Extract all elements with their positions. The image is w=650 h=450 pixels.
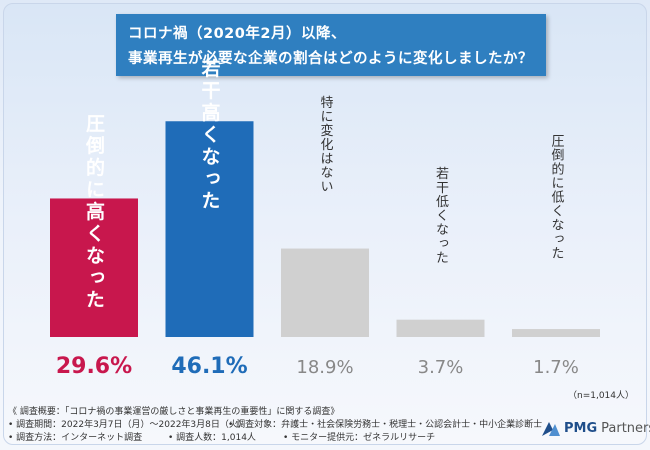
- logo-brand: PMG: [564, 420, 598, 436]
- bar-chart: 圧倒的に高くなった 29.6% 若干高くなった 46.1% 特に変化はない 18.9% 若干…: [50, 57, 634, 400]
- survey-provider: • モニター提供元：ゼネラルリサーチ: [283, 433, 436, 443]
- category-label-5: 圧倒的に低くなった: [549, 134, 565, 260]
- bar-4: [396, 319, 485, 337]
- value-label-1: 29.6%: [56, 354, 132, 379]
- bar-2: [165, 121, 254, 337]
- bar-1: [50, 198, 138, 337]
- category-label-4: 若干低くなった: [433, 166, 449, 265]
- bar-3: [281, 248, 369, 337]
- category-label-3: 特に変化はない: [318, 96, 334, 194]
- value-label-5: 1.7%: [533, 357, 579, 378]
- pmg-logo-mark-icon: [542, 422, 560, 436]
- title-line-2: 事業再生が必要な企業の割合はどのように変化しましたか？: [128, 51, 533, 67]
- sample-size-note: （n=1,014人）: [568, 390, 634, 400]
- logo-suffix: Partners: [601, 420, 650, 436]
- survey-overview: 《 調査概要：「コロナ禍の事業運営の厳しさと事業再生の重要性」に関する調査》: [8, 407, 340, 417]
- survey-method: • 調査方法：インターネット調査: [8, 433, 143, 443]
- survey-period: • 調査期間：2022年3月7日（月）〜2022年3月8日（火）: [8, 420, 247, 430]
- survey-target: • 調査対象：弁護士・社会保険労務士・税理士・公認会計士・中小企業診断士: [228, 420, 543, 430]
- value-label-2: 46.1%: [171, 354, 247, 379]
- pmg-logo: PMG Partners: [540, 418, 650, 438]
- question-title-box: コロナ禍（2020年2月）以降、 事業再生が必要な企業の割合はどのように変化しま…: [116, 14, 546, 76]
- value-label-3: 18.9%: [296, 357, 353, 378]
- title-line-1: コロナ禍（2020年2月）以降、: [128, 26, 346, 42]
- category-label-2: 若干高くなった: [199, 57, 221, 212]
- bar-5: [512, 329, 600, 337]
- category-label-1: 圧倒的に高くなった: [83, 113, 106, 311]
- value-label-4: 3.7%: [418, 357, 464, 378]
- survey-people: • 調査人数：1,014人: [168, 433, 256, 443]
